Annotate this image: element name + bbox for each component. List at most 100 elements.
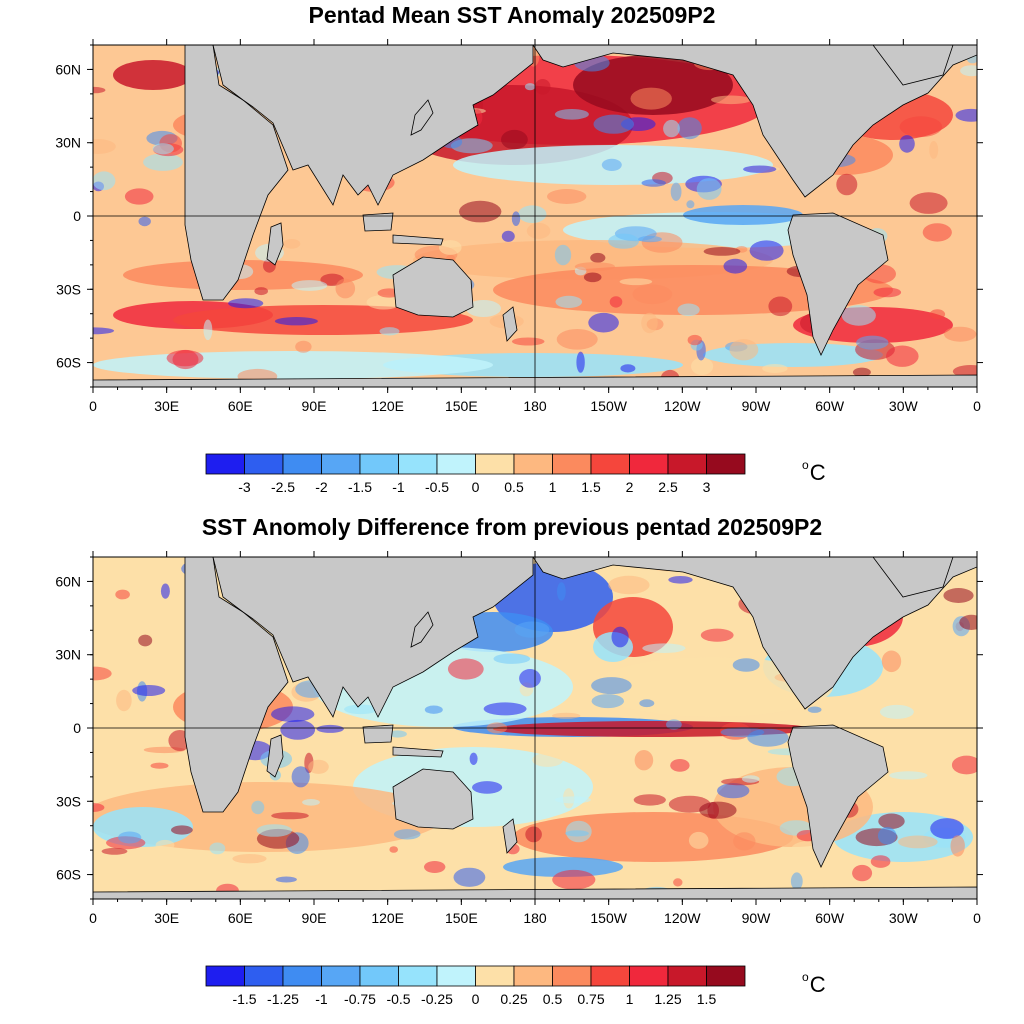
anomaly-contour bbox=[171, 825, 193, 835]
anomaly-contour bbox=[841, 305, 876, 326]
anomaly-contour bbox=[93, 327, 115, 335]
colorbar-swatch bbox=[513, 453, 553, 475]
anomaly-contour bbox=[588, 312, 619, 333]
anomaly-contour bbox=[729, 339, 759, 361]
colorbar-label: 0.5 bbox=[543, 991, 563, 1007]
anomaly-contour bbox=[115, 589, 130, 600]
anomaly-contour bbox=[173, 305, 473, 335]
colorbar-label: -0.75 bbox=[344, 991, 376, 1007]
anomaly-contour bbox=[524, 83, 536, 91]
anomaly-contour bbox=[557, 582, 566, 601]
anomaly-contour bbox=[686, 200, 695, 209]
anomaly-contour bbox=[677, 303, 700, 317]
colorbar-swatch bbox=[475, 965, 515, 987]
colorbar-label: 0.5 bbox=[504, 479, 524, 495]
colorbar-label: -0.25 bbox=[421, 991, 453, 1007]
anomaly-contour bbox=[511, 211, 521, 226]
anomaly-contour bbox=[591, 677, 632, 695]
anomaly-contour bbox=[93, 171, 116, 191]
anomaly-contour bbox=[554, 244, 572, 266]
anomaly-contour bbox=[554, 796, 591, 804]
anomaly-contour bbox=[152, 143, 174, 155]
anomaly-contour bbox=[955, 108, 977, 122]
anomaly-contour bbox=[132, 685, 166, 696]
colorbar-swatch bbox=[667, 965, 707, 987]
anomaly-contour bbox=[424, 861, 446, 873]
anomaly-contour bbox=[389, 846, 399, 853]
anomaly-contour bbox=[683, 205, 803, 225]
anomaly-contour bbox=[472, 781, 503, 794]
anomaly-contour bbox=[608, 233, 639, 249]
anomaly-contour bbox=[877, 827, 897, 845]
anomaly-contour bbox=[609, 296, 623, 308]
anomaly-contour bbox=[886, 345, 919, 367]
anomaly-contour bbox=[565, 830, 589, 837]
anomaly-contour bbox=[466, 300, 501, 317]
panel2-unit-label: oC bbox=[802, 970, 826, 997]
lon-label: 60E bbox=[228, 398, 253, 414]
colorbar-swatch bbox=[513, 965, 553, 987]
anomaly-contour bbox=[545, 648, 555, 662]
anomaly-contour bbox=[762, 364, 788, 373]
anomaly-contour bbox=[638, 235, 662, 243]
anomaly-contour bbox=[379, 327, 400, 336]
anomaly-contour bbox=[630, 87, 672, 110]
colorbar-swatch bbox=[359, 453, 399, 475]
anomaly-contour bbox=[308, 759, 329, 774]
lon-label: 120W bbox=[664, 910, 701, 926]
lat-label: 60N bbox=[55, 573, 81, 589]
anomaly-contour bbox=[733, 832, 756, 851]
anomaly-contour bbox=[101, 847, 128, 855]
anomaly-contour bbox=[590, 252, 606, 263]
anomaly-contour bbox=[554, 109, 589, 120]
anomaly-contour bbox=[944, 326, 977, 342]
anomaly-contour bbox=[677, 117, 702, 140]
anomaly-contour bbox=[790, 872, 803, 890]
anomaly-contour bbox=[699, 801, 737, 819]
anomaly-contour bbox=[881, 650, 902, 673]
anomaly-contour bbox=[155, 839, 175, 851]
anomaly-contour bbox=[889, 771, 928, 780]
anomaly-contour bbox=[696, 178, 722, 200]
lon-label: 60E bbox=[228, 910, 253, 926]
anomaly-contour bbox=[113, 60, 193, 90]
anomaly-contour bbox=[555, 295, 583, 308]
colorbar-label: 1.25 bbox=[654, 991, 681, 1007]
colorbar-label: 2.5 bbox=[658, 479, 678, 495]
anomaly-contour bbox=[634, 750, 654, 771]
lon-label: 120E bbox=[371, 398, 404, 414]
anomaly-contour bbox=[899, 135, 915, 153]
colorbar-label: 0.75 bbox=[577, 991, 604, 1007]
anomaly-contour bbox=[929, 309, 946, 320]
anomaly-contour bbox=[641, 179, 666, 187]
anomaly-contour bbox=[283, 239, 301, 249]
anomaly-contour bbox=[118, 831, 142, 844]
lon-label: 60W bbox=[815, 910, 845, 926]
anomaly-contour bbox=[930, 818, 964, 839]
colorbar-label: -0.5 bbox=[425, 479, 449, 495]
colorbar-label: 1.5 bbox=[581, 479, 601, 495]
anomaly-contour bbox=[732, 658, 760, 672]
colorbar-swatch bbox=[436, 965, 476, 987]
lon-label: 90E bbox=[302, 398, 327, 414]
anomaly-contour bbox=[687, 334, 702, 346]
anomaly-contour bbox=[929, 141, 939, 159]
lon-label: 30W bbox=[889, 910, 919, 926]
anomaly-contour bbox=[251, 800, 265, 815]
anomaly-contour bbox=[534, 79, 551, 95]
anomaly-contour bbox=[503, 857, 623, 877]
lat-label: 0 bbox=[73, 720, 81, 736]
colorbar-label: 0.25 bbox=[500, 991, 527, 1007]
anomaly-contour bbox=[870, 855, 891, 868]
lat-label: 30N bbox=[55, 647, 81, 663]
colorbar-swatch bbox=[552, 453, 592, 475]
anomaly-contour bbox=[723, 258, 748, 274]
anomaly-contour bbox=[138, 216, 151, 227]
colorbar-swatch bbox=[282, 453, 322, 475]
lat-label: 60S bbox=[56, 867, 81, 883]
colorbar-swatch bbox=[590, 965, 630, 987]
anomaly-contour bbox=[203, 319, 213, 341]
colorbar-label: -2 bbox=[315, 479, 328, 495]
colorbar-swatch bbox=[706, 453, 746, 475]
colorbar-swatch bbox=[398, 453, 438, 475]
